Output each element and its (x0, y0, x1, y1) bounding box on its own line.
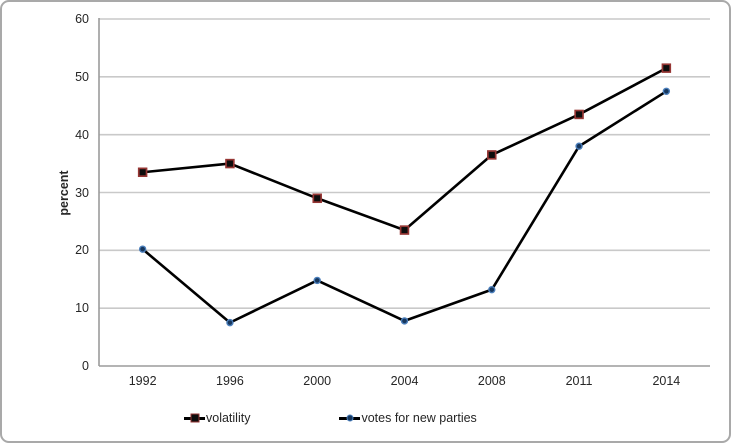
y-tick-label: 50 (75, 69, 89, 84)
square-marker-icon (190, 413, 199, 423)
y-tick-label: 60 (75, 12, 89, 26)
x-tick-label: 1992 (128, 374, 157, 388)
data-point-marker (225, 158, 235, 169)
legend-item-votes-for-new-parties: votes for new parties (339, 410, 477, 426)
y-tick-label: 20 (75, 243, 89, 258)
data-point-marker (138, 245, 147, 253)
data-point-marker (399, 225, 410, 235)
data-point-marker (574, 109, 584, 120)
votes-line-swatch (339, 412, 361, 424)
data-point-marker (575, 142, 583, 150)
legend: volatility votes for new parties (184, 410, 477, 426)
legend-label-volatility: volatility (206, 411, 251, 425)
x-tick-label: 2000 (303, 374, 332, 388)
data-point-marker (662, 87, 671, 95)
legend-label-votes-for-new-parties: votes for new parties (361, 411, 477, 425)
x-tick-label: 1996 (216, 374, 244, 388)
data-point-marker (226, 318, 234, 327)
data-point-marker (137, 167, 148, 178)
data-point-marker (313, 276, 321, 285)
data-point-marker (661, 63, 672, 73)
y-tick-label: 30 (75, 185, 89, 200)
x-tick-label: 2008 (477, 374, 506, 388)
data-point-marker (487, 150, 497, 160)
series-line-1 (141, 89, 668, 324)
data-point-marker (400, 317, 409, 325)
x-tick-label: 2011 (565, 374, 593, 388)
series-line-0 (141, 66, 668, 232)
data-point-marker (488, 285, 496, 294)
legend-item-volatility: volatility (184, 410, 250, 426)
volatility-line-swatch (184, 412, 205, 424)
x-tick-label: 2004 (390, 374, 419, 388)
y-tick-label: 40 (75, 127, 89, 142)
x-tick-label: 2014 (652, 374, 681, 388)
y-tick-label: 10 (75, 301, 89, 316)
data-point-marker (312, 193, 322, 204)
y-tick-label: 0 (82, 359, 89, 373)
circle-marker-icon (346, 414, 354, 422)
